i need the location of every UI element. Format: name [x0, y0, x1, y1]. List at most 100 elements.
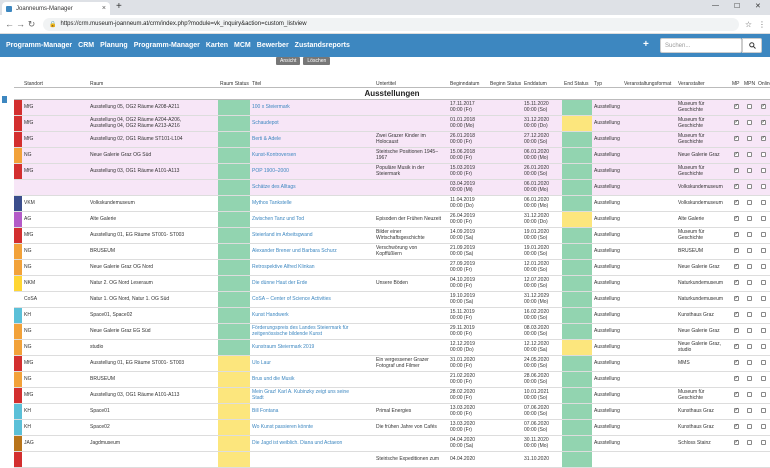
nav-crm[interactable]: CRM — [78, 42, 95, 49]
bookmark-star-icon[interactable]: ☆ — [744, 19, 752, 29]
col-raum[interactable]: Raum — [90, 80, 104, 87]
mp-checkbox[interactable] — [733, 263, 739, 270]
cell-titel[interactable]: Die dünne Haut der Erde — [250, 275, 374, 292]
table-row[interactable]: VKM Volkskundemuseum Mythos Tankstelle 11.0… — [14, 195, 770, 212]
col-untertitel[interactable]: Untertitel — [376, 80, 397, 87]
mp-checkbox[interactable] — [733, 343, 739, 350]
cell-titel[interactable]: Mein Graz! Karl A. Kubinzky zeigt uns se… — [250, 387, 374, 404]
online-checkbox[interactable] — [760, 248, 766, 254]
mp-checkbox[interactable] — [733, 295, 739, 302]
table-row[interactable]: MfG Ausstellung 01, EG Räume ST001- ST003… — [14, 355, 770, 372]
online-checkbox[interactable] — [760, 344, 766, 350]
nav-planung[interactable]: Planung — [100, 42, 128, 49]
cell-titel[interactable] — [250, 451, 374, 468]
browser-menu-icon[interactable]: ⋮ — [758, 19, 766, 29]
online-checkbox[interactable] — [760, 103, 766, 110]
cell-titel[interactable]: CoSA – Center of Science Activities — [250, 291, 374, 308]
mpn-checkbox[interactable] — [746, 392, 752, 398]
mp-checkbox[interactable] — [733, 199, 739, 206]
table-row[interactable]: AG Alte Galerie Zwischen Tanz und Tod Episo… — [14, 211, 770, 228]
table-row[interactable]: NG studio Kunstraum Steiermark 2019 12.12.2… — [14, 339, 770, 356]
table-row[interactable]: MfG Ausstellung 03, OG1 Räume A101-A113 Me… — [14, 387, 770, 404]
mpn-checkbox[interactable] — [746, 248, 752, 254]
mp-checkbox[interactable] — [733, 215, 739, 222]
cell-titel[interactable]: POP 1900–2000 — [250, 163, 374, 180]
mpn-checkbox[interactable] — [746, 360, 752, 366]
nav-programm-manager[interactable]: Programm-Manager — [6, 42, 73, 49]
mpn-checkbox[interactable] — [746, 408, 752, 414]
mpn-checkbox[interactable] — [746, 344, 752, 350]
col-raum-status[interactable]: Raum Status — [220, 80, 249, 87]
cell-titel[interactable]: Berti & Adele — [250, 131, 374, 148]
nav-mcm[interactable]: MCM — [234, 42, 251, 49]
mpn-checkbox[interactable] — [746, 120, 752, 126]
online-checkbox[interactable] — [760, 264, 766, 270]
mpn-checkbox[interactable] — [746, 328, 752, 334]
online-checkbox[interactable] — [760, 119, 766, 126]
online-checkbox[interactable] — [760, 152, 766, 158]
cell-titel[interactable]: Schaudepot — [250, 115, 374, 132]
table-row[interactable]: Steirische Expeditionen zum 04.04.2020 31.… — [14, 451, 770, 468]
mpn-checkbox[interactable] — [746, 440, 752, 446]
online-checkbox[interactable] — [760, 408, 766, 414]
mp-checkbox[interactable] — [733, 439, 739, 446]
online-checkbox[interactable] — [760, 280, 766, 286]
mp-checkbox[interactable] — [733, 231, 739, 238]
cell-titel[interactable]: Die Jagd ist weiblich. Diana und Actaeon — [250, 435, 374, 452]
col-veranstalter[interactable]: Veranstalter — [678, 80, 705, 87]
mpn-checkbox[interactable] — [746, 136, 752, 142]
online-checkbox[interactable] — [760, 232, 766, 238]
search-button[interactable] — [742, 38, 762, 53]
nav-programm-manager-2[interactable]: Programm-Manager — [133, 42, 200, 49]
table-row[interactable]: NG Neue Galerie Graz OG Nord Retrospektive… — [14, 259, 770, 276]
table-row[interactable]: KH Space02 Wo Kunst passieren könnte Die fr… — [14, 419, 770, 436]
window-close-icon[interactable]: ✕ — [755, 3, 761, 10]
cell-titel[interactable]: Retrospektive Alfred Klinkan — [250, 259, 374, 276]
table-row[interactable]: NG Neue Galerie Graz EG Süd Förderungsprei… — [14, 323, 770, 340]
cell-titel[interactable]: Brus und die Musik — [250, 371, 374, 388]
cell-titel[interactable]: Zwischen Tanz und Tod — [250, 211, 374, 228]
mp-checkbox[interactable] — [733, 423, 739, 430]
col-beginn-status[interactable]: Beginn Status — [490, 80, 522, 87]
cell-titel[interactable]: Kunstraum Steiermark 2019 — [250, 339, 374, 356]
cell-titel[interactable]: Bill Fontana — [250, 403, 374, 420]
reload-icon[interactable]: ↻ — [27, 18, 36, 29]
search-input[interactable]: Suchen... — [660, 38, 742, 53]
back-icon[interactable]: ← — [5, 19, 14, 29]
plus-icon[interactable]: + — [643, 39, 649, 50]
delete-button[interactable]: Löschen — [303, 57, 331, 65]
online-checkbox[interactable] — [760, 200, 766, 206]
cell-titel[interactable]: Förderungspreis des Landes Steiermark fü… — [250, 323, 374, 340]
mp-checkbox[interactable] — [733, 279, 739, 286]
mp-checkbox[interactable] — [733, 167, 739, 174]
col-mpn[interactable]: MPN — [744, 80, 756, 87]
view-button[interactable]: Ansicht — [276, 57, 301, 65]
table-row[interactable]: MfG Ausstellung 05, OG2 Räume A208-A211 10… — [14, 99, 770, 116]
online-checkbox[interactable] — [760, 376, 766, 382]
online-checkbox[interactable] — [760, 168, 766, 174]
table-row[interactable]: KH Space01, Space02 Kunst Handwerk 15.11.20… — [14, 307, 770, 324]
online-checkbox[interactable] — [760, 296, 766, 302]
url-field[interactable]: 🔒 https://crm.museum-joanneum.at/crm/ind… — [43, 17, 739, 31]
mp-checkbox[interactable] — [733, 135, 739, 142]
mpn-checkbox[interactable] — [746, 152, 752, 158]
col-beginndatum[interactable]: Beginndatum — [450, 80, 480, 87]
table-row[interactable]: MfG Ausstellung 01, EG Räume ST001- ST003… — [14, 227, 770, 244]
mpn-checkbox[interactable] — [746, 424, 752, 430]
cell-titel[interactable]: Ulo Laur — [250, 355, 374, 372]
online-checkbox[interactable] — [760, 360, 766, 366]
mpn-checkbox[interactable] — [746, 104, 752, 110]
nav-karten[interactable]: Karten — [205, 42, 229, 49]
nav-zustandsreports[interactable]: Zustandsreports — [294, 42, 350, 49]
mp-checkbox[interactable] — [733, 375, 739, 382]
cell-titel[interactable]: Alexander Brener und Barbara Schurz — [250, 243, 374, 260]
mp-checkbox[interactable] — [733, 311, 739, 318]
browser-tab[interactable]: Joanneums-Manager × — [2, 2, 110, 15]
col-end-status[interactable]: End Status — [564, 80, 589, 87]
mp-checkbox[interactable] — [733, 359, 739, 366]
cell-titel[interactable]: Wo Kunst passieren könnte — [250, 419, 374, 436]
mp-checkbox[interactable] — [733, 183, 739, 190]
mp-checkbox[interactable] — [733, 151, 739, 158]
forward-icon[interactable]: → — [16, 19, 25, 29]
mpn-checkbox[interactable] — [746, 184, 752, 190]
